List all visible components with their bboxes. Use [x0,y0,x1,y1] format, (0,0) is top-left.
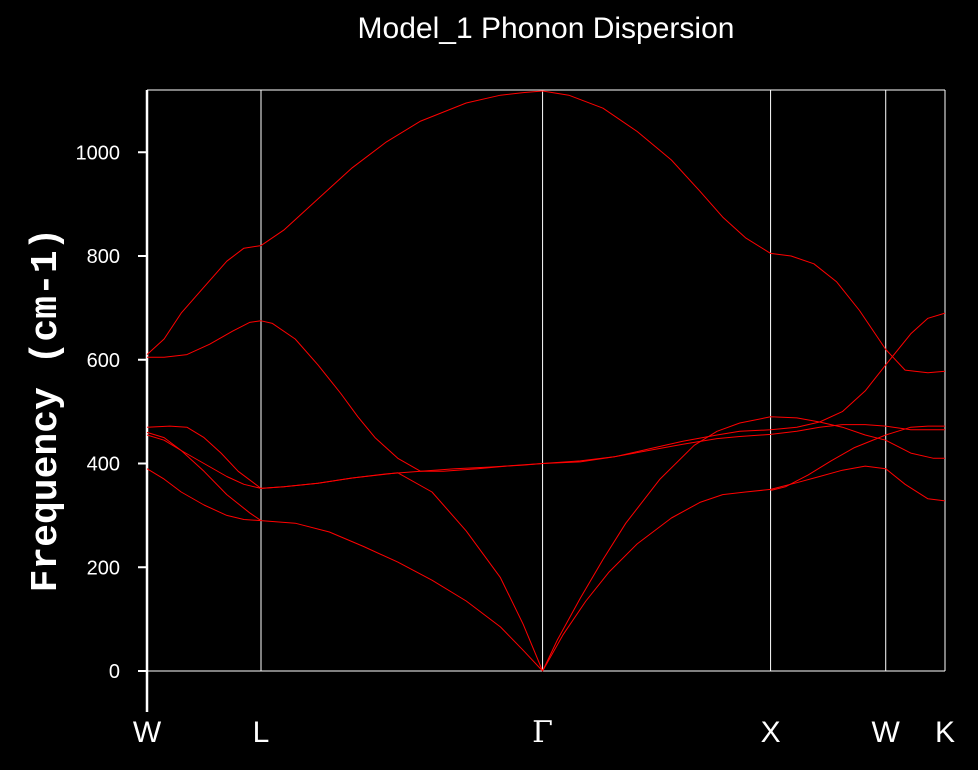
x-tick-label: X [761,716,781,749]
plot-frame [145,89,946,712]
x-tick-label: K [935,716,955,749]
y-tick-label: 800 [87,246,120,268]
dispersion-branch-3 [146,424,945,489]
dispersion-branch-4 [146,416,945,672]
x-tick-label: Γ [532,715,553,750]
x-tick-label: W [133,716,162,749]
y-tick-label: 0 [109,661,120,683]
y-tick-label: 400 [87,454,120,476]
dispersion-branch-7 [146,468,262,522]
dispersion-branch-5 [146,431,543,672]
dispersion-branches [146,90,946,672]
symmetry-point-lines [260,90,887,671]
y-tick-label: 200 [87,557,120,579]
x-tick-label: L [253,716,270,749]
dispersion-branch-6 [542,465,946,672]
y-axis-ticks: 0 200 400 600 800 1000 [76,142,147,683]
dispersion-branch-1 [146,90,946,374]
dispersion-branch-8 [770,425,945,491]
y-axis-title: Frequency (cm-1) [25,228,68,593]
chart-title: Model_1 Phonon Dispersion [358,12,735,45]
y-tick-label: 1000 [76,142,121,164]
x-tick-label: W [872,716,901,749]
y-tick-label: 600 [87,350,120,372]
